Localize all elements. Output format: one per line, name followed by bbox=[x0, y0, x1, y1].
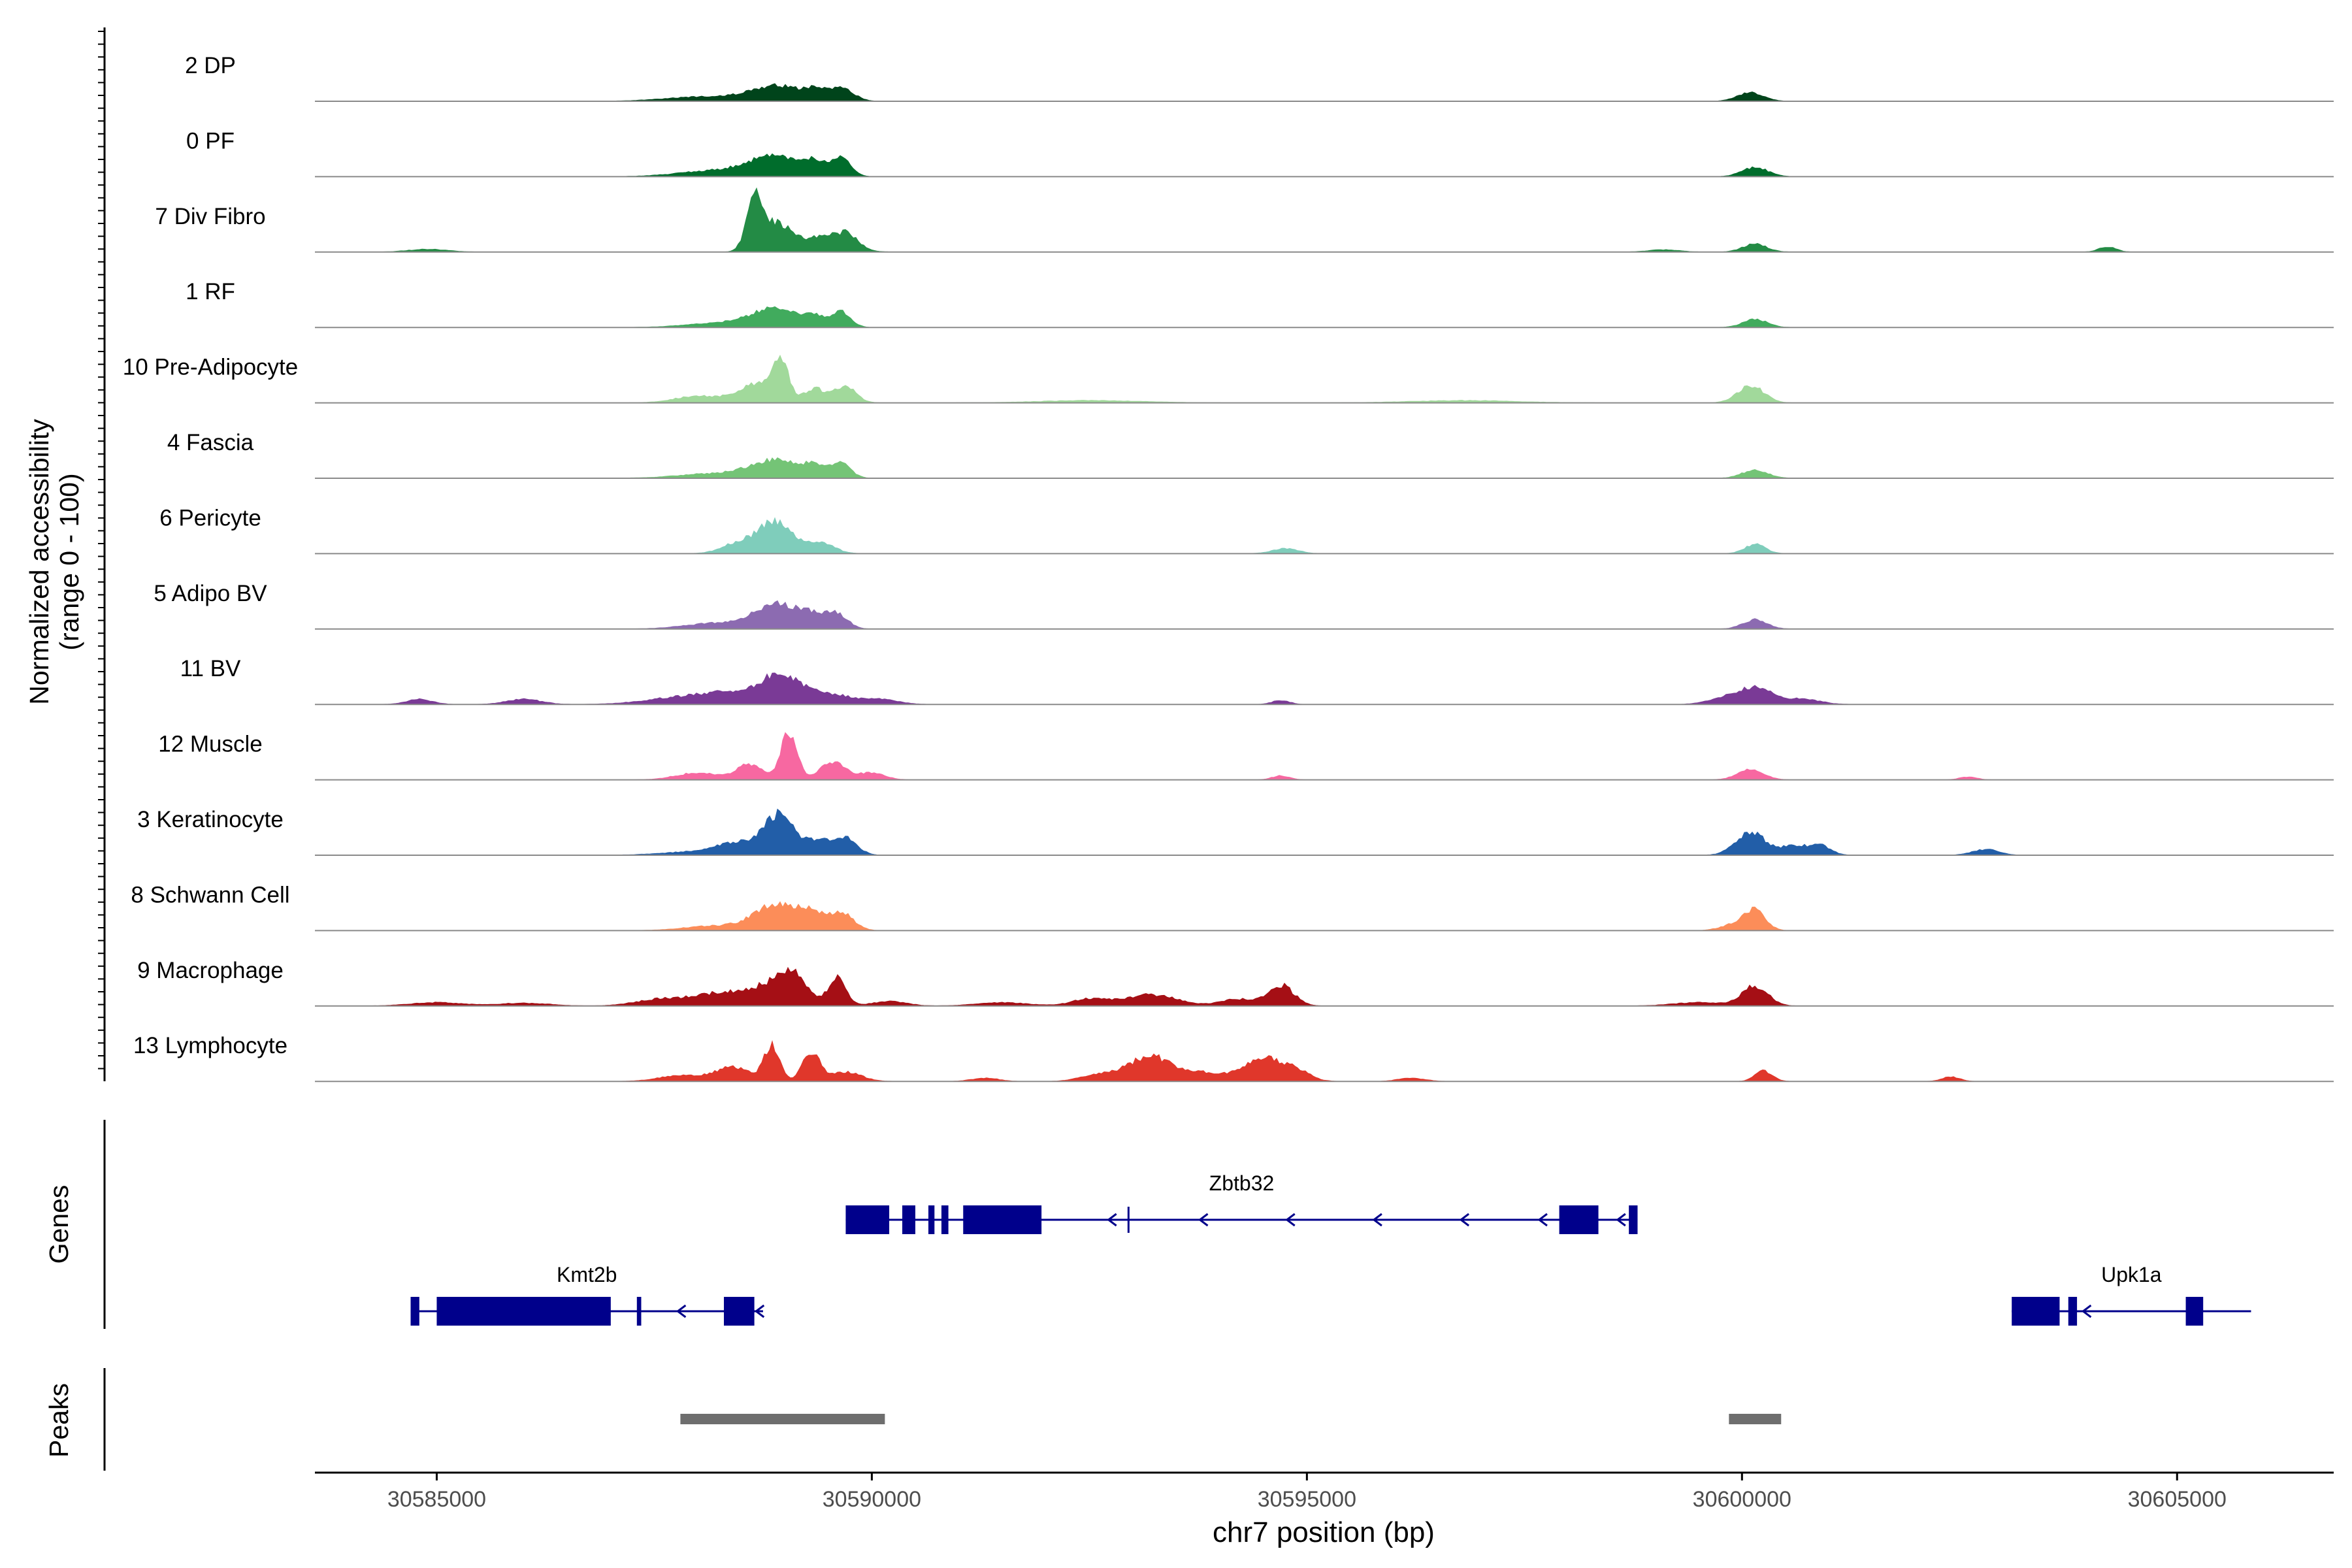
track-9-macrophage: 9 Macrophage bbox=[137, 958, 2334, 1007]
gene-strand-arrow bbox=[1459, 1213, 1469, 1227]
track-signal-area bbox=[315, 457, 2334, 479]
track-signal-area bbox=[315, 901, 2334, 931]
track-label: 11 BV bbox=[180, 656, 241, 681]
gene-exon bbox=[2185, 1297, 2204, 1326]
gene-strand-arrow bbox=[1537, 1213, 1548, 1227]
gene-strand-arrow bbox=[1372, 1213, 1382, 1227]
gene-kmt2b: Kmt2b bbox=[410, 1263, 765, 1326]
track-label: 8 Schwann Cell bbox=[131, 882, 289, 907]
gene-exon bbox=[963, 1205, 1042, 1234]
track-signal-area bbox=[315, 306, 2334, 328]
track-signal-area bbox=[315, 966, 2334, 1007]
track-label: 7 Div Fibro bbox=[155, 204, 265, 229]
track-label: 0 PF bbox=[186, 128, 235, 154]
track-label: 13 Lymphocyte bbox=[133, 1033, 287, 1058]
track-signal-area bbox=[315, 354, 2334, 404]
track-5-adipo-bv: 5 Adipo BV bbox=[154, 581, 2334, 630]
x-axis-tick-label: 30585000 bbox=[387, 1487, 486, 1512]
gene-exon bbox=[723, 1297, 755, 1326]
gene-exon bbox=[928, 1205, 935, 1234]
peaks-panel: Peaks bbox=[44, 1368, 1782, 1471]
gene-exon bbox=[2012, 1297, 2060, 1326]
peaks-panel-label: Peaks bbox=[44, 1383, 74, 1458]
gene-strand-arrow bbox=[1285, 1213, 1296, 1227]
track-signal-area bbox=[315, 1039, 2334, 1082]
track-6-pericyte: 6 Pericyte bbox=[159, 505, 2334, 555]
track-13-lymphocyte: 13 Lymphocyte bbox=[133, 1033, 2334, 1083]
y-axis-label-line-2: (range 0 - 100) bbox=[54, 473, 84, 650]
track-signal-area bbox=[315, 672, 2334, 705]
x-axis-label: chr7 position (bp) bbox=[1213, 1516, 1435, 1548]
track-label: 5 Adipo BV bbox=[154, 581, 267, 606]
gene-exon bbox=[845, 1205, 890, 1234]
track-signal-area bbox=[315, 187, 2334, 253]
track-11-bv: 11 BV bbox=[180, 656, 2334, 706]
gene-exon bbox=[636, 1297, 642, 1326]
track-0-pf: 0 PF bbox=[186, 128, 2334, 178]
x-axis-tick-label: 30590000 bbox=[823, 1487, 921, 1512]
track-signal-area bbox=[315, 600, 2334, 630]
gene-strand-arrow bbox=[754, 1304, 765, 1318]
track-label: 9 Macrophage bbox=[137, 958, 284, 983]
track-label: 4 Fascia bbox=[167, 430, 254, 455]
track-2-dp: 2 DP bbox=[185, 53, 2334, 102]
track-signal-area bbox=[315, 83, 2334, 102]
gene-name-label: Kmt2b bbox=[557, 1263, 617, 1286]
track-label: 12 Muscle bbox=[158, 732, 263, 757]
track-8-schwann-cell: 8 Schwann Cell bbox=[131, 882, 2334, 932]
track-signal-area bbox=[315, 732, 2334, 781]
x-axis: 30585000 30590000 30595000 30600000 30605000 bbox=[315, 1471, 2334, 1512]
gene-strand-arrow bbox=[1616, 1213, 1626, 1227]
gene-strand-arrow bbox=[1198, 1213, 1209, 1227]
track-1-rf: 1 RF bbox=[186, 279, 2334, 329]
track-signal-area bbox=[315, 153, 2334, 177]
track-label: 1 RF bbox=[186, 279, 235, 304]
gene-exon bbox=[1629, 1205, 1638, 1234]
track-10-pre-adipocyte: 10 Pre-Adipocyte bbox=[123, 354, 2334, 404]
y-axis bbox=[98, 27, 106, 1081]
gene-name-label: Zbtb32 bbox=[1209, 1171, 1275, 1195]
gene-exon bbox=[2068, 1297, 2078, 1326]
gene-exon bbox=[436, 1297, 611, 1326]
track-3-keratinocyte: 3 Keratinocyte bbox=[137, 807, 2334, 856]
peak-region bbox=[1729, 1414, 1782, 1424]
gene-upk1a: Upk1a bbox=[2012, 1263, 2251, 1326]
x-axis-tick-label: 30595000 bbox=[1258, 1487, 1356, 1512]
track-signal-area bbox=[315, 517, 2334, 554]
gene-panel: Genes Zbtb32 Kmt2b Upk1a bbox=[44, 1120, 2251, 1329]
track-label: 3 Keratinocyte bbox=[137, 807, 284, 832]
gene-exon bbox=[902, 1205, 916, 1234]
track-label: 6 Pericyte bbox=[159, 505, 261, 531]
track-4-fascia: 4 Fascia bbox=[167, 430, 2334, 479]
track-12-muscle: 12 Muscle bbox=[158, 732, 2334, 781]
peak-region bbox=[680, 1414, 885, 1424]
gene-name-label: Upk1a bbox=[2101, 1263, 2162, 1286]
x-axis-tick-label: 30605000 bbox=[2128, 1487, 2227, 1512]
gene-exon bbox=[410, 1297, 419, 1326]
track-label: 10 Pre-Adipocyte bbox=[123, 355, 298, 380]
track-label: 2 DP bbox=[185, 53, 236, 78]
gene-exon bbox=[1559, 1205, 1599, 1234]
track-7-div-fibro: 7 Div Fibro bbox=[155, 187, 2334, 253]
gene-strand-arrow bbox=[2081, 1304, 2092, 1318]
gene-exon bbox=[941, 1205, 949, 1234]
gene-zbtb32: Zbtb32 bbox=[845, 1171, 1638, 1234]
genes-panel-label: Genes bbox=[44, 1185, 74, 1264]
gene-strand-arrow bbox=[676, 1304, 687, 1318]
y-axis-label-line-1: Normalized accessibility bbox=[24, 419, 54, 705]
gene-strand-arrow bbox=[1107, 1213, 1117, 1227]
x-axis-tick-label: 30600000 bbox=[1693, 1487, 1791, 1512]
track-signal-area bbox=[315, 808, 2334, 856]
tracks: 2 DP 0 PF 7 Div Fibro 1 RF 10 Pre-Adipocyte 4… bbox=[123, 53, 2334, 1083]
